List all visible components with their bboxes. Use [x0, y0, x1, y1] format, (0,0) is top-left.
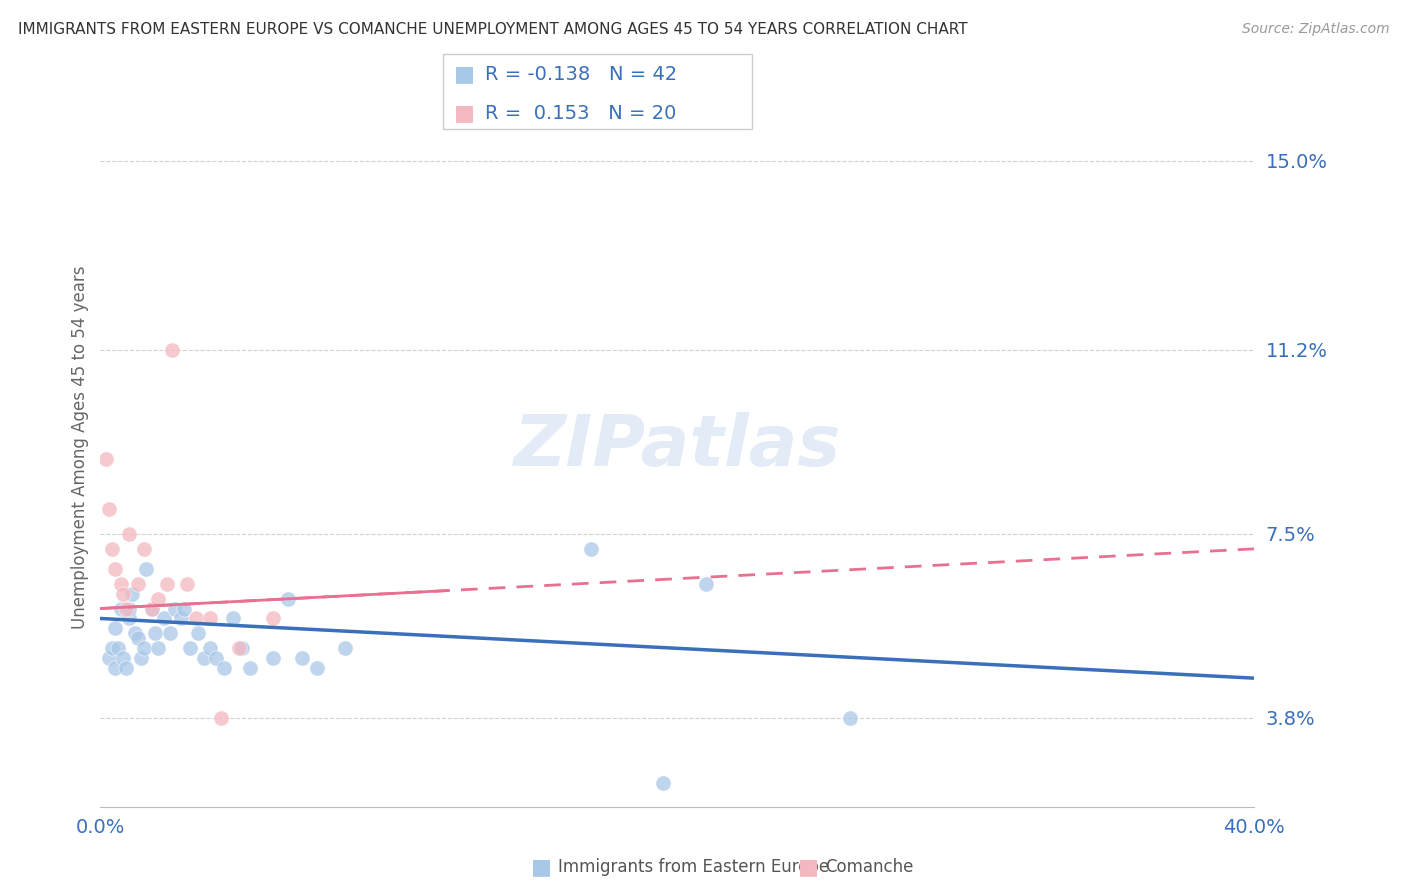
Point [104, 562, 127, 576]
Text: ■: ■ [454, 64, 475, 84]
Point [159, 626, 181, 640]
Point [146, 591, 169, 606]
Point [104, 622, 127, 636]
Point [173, 601, 195, 615]
Point [156, 576, 179, 591]
Point [211, 711, 233, 725]
Point [115, 661, 138, 675]
Point [228, 641, 250, 656]
Point [132, 541, 155, 556]
Point [277, 591, 299, 606]
Text: Comanche: Comanche [825, 858, 914, 876]
Text: ■: ■ [454, 103, 475, 123]
Point [143, 626, 166, 640]
Point [107, 641, 129, 656]
Text: IMMIGRANTS FROM EASTERN EUROPE VS COMANCHE UNEMPLOYMENT AMONG AGES 45 TO 54 YEAR: IMMIGRANTS FROM EASTERN EUROPE VS COMANC… [18, 22, 967, 37]
Point [305, 661, 328, 675]
Point [98, 502, 121, 516]
Point [135, 562, 157, 576]
Point [579, 541, 602, 556]
Point [101, 641, 124, 656]
Y-axis label: Unemployment Among Ages 45 to 54 years: Unemployment Among Ages 45 to 54 years [72, 265, 89, 629]
Point [124, 626, 146, 640]
Point [118, 527, 141, 541]
Point [98, 651, 121, 665]
Point [132, 641, 155, 656]
Point [222, 611, 245, 625]
Point [214, 661, 236, 675]
Point [162, 343, 184, 357]
Point [165, 601, 187, 615]
Point [127, 576, 149, 591]
Point [184, 611, 207, 625]
Point [112, 586, 135, 600]
Point [146, 641, 169, 656]
Point [179, 641, 201, 656]
Point [115, 601, 138, 615]
Text: R =  0.153   N = 20: R = 0.153 N = 20 [485, 103, 676, 123]
Point [121, 586, 143, 600]
Point [839, 711, 862, 725]
Point [104, 661, 127, 675]
Point [170, 611, 193, 625]
Point [231, 641, 253, 656]
Point [187, 626, 209, 640]
Point [129, 651, 152, 665]
Point [695, 576, 717, 591]
Point [127, 632, 149, 646]
Text: R = -0.138   N = 42: R = -0.138 N = 42 [485, 64, 678, 84]
Point [94, 452, 117, 467]
Point [141, 601, 163, 615]
Point [262, 611, 284, 625]
Text: Source: ZipAtlas.com: Source: ZipAtlas.com [1241, 22, 1389, 37]
Point [291, 651, 314, 665]
Point [110, 576, 132, 591]
Point [204, 651, 226, 665]
Text: ■: ■ [531, 857, 551, 877]
Text: ZIPatlas: ZIPatlas [513, 412, 841, 482]
Point [198, 641, 221, 656]
Point [152, 611, 174, 625]
Text: ■: ■ [799, 857, 818, 877]
Point [141, 601, 163, 615]
Point [101, 541, 124, 556]
Point [198, 611, 221, 625]
Text: Immigrants from Eastern Europe: Immigrants from Eastern Europe [558, 858, 830, 876]
Point [651, 775, 673, 789]
Point [335, 641, 357, 656]
Point [110, 601, 132, 615]
Point [262, 651, 284, 665]
Point [118, 611, 141, 625]
Point [193, 651, 215, 665]
Point [176, 576, 198, 591]
Point [239, 661, 262, 675]
Point [112, 651, 135, 665]
Point [118, 601, 141, 615]
